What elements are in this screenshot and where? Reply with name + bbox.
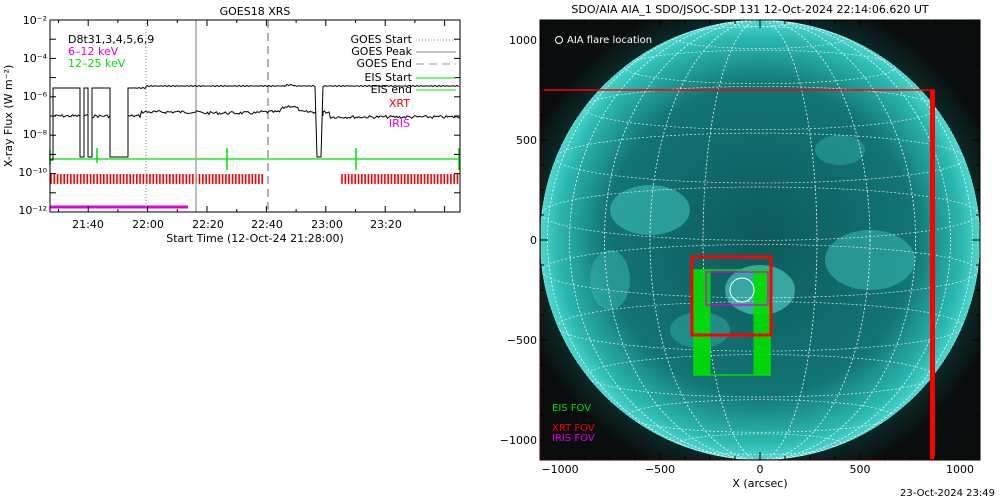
longitude-line bbox=[649, 20, 871, 460]
y-tick-label: 10⁻⁴ bbox=[23, 52, 48, 65]
y-tick-label: 10⁻⁶ bbox=[23, 90, 48, 103]
goes-axis-ticks bbox=[50, 19, 460, 213]
x-tick-label: 21:40 bbox=[72, 218, 104, 231]
active-regions bbox=[590, 135, 915, 348]
y-tick-label: 10⁻¹⁰ bbox=[18, 166, 47, 179]
y-tick-label: 10⁻⁸ bbox=[23, 128, 48, 141]
legend-iris-fov: IRIS FOV bbox=[552, 433, 595, 444]
goes-chart: GOES18 XRS 10⁻² 10⁻⁴ 10⁻⁶ 10⁻⁸ 10⁻¹⁰ bbox=[2, 5, 461, 245]
goes-x-tick-labels: 21:40 22:00 22:20 22:40 23:00 23:20 bbox=[72, 218, 402, 231]
xrt-observations bbox=[50, 174, 459, 184]
goes-y-axis-label: X-ray Flux (W m⁻²) bbox=[2, 65, 15, 167]
goes-y-tick-labels: 10⁻² 10⁻⁴ 10⁻⁶ 10⁻⁸ 10⁻¹⁰ 10⁻¹² bbox=[18, 14, 47, 217]
goes-legend: GOES Start GOES Peak GOES End EIS Start … bbox=[351, 33, 456, 130]
y-tick-label: 0 bbox=[530, 234, 537, 247]
flare-legend-label: AIA flare location bbox=[567, 35, 652, 46]
aia-axis-ticks bbox=[540, 20, 980, 460]
goes-long-flux bbox=[50, 83, 460, 161]
x-tick-label: 22:40 bbox=[251, 218, 283, 231]
longitude-line bbox=[702, 20, 818, 460]
flare-legend-icon bbox=[555, 36, 563, 44]
legend-eis-start: EIS Start bbox=[364, 71, 412, 84]
legend-eis-fov: EIS FOV bbox=[552, 403, 591, 414]
goes-short-flux bbox=[52, 104, 460, 120]
aia-image: AIA flare location EIS FOV XRT FOV IRIS … bbox=[540, 20, 980, 460]
x-tick-label: 23:20 bbox=[370, 218, 402, 231]
x-tick-label: 22:00 bbox=[132, 218, 164, 231]
x-tick-label: −500 bbox=[645, 463, 675, 476]
aia-chart-title: SDO/AIA AIA_1 SDO/JSOC-SDP 131 12-Oct-20… bbox=[571, 3, 929, 16]
legend-goes-end: GOES End bbox=[356, 57, 412, 70]
aia-x-axis-label: X (arcsec) bbox=[732, 477, 787, 490]
iris-fov bbox=[705, 271, 769, 306]
legend-xrt: XRT bbox=[389, 97, 410, 110]
band-6-12-label: 6–12 keV bbox=[68, 45, 119, 58]
x-tick-label: 22:20 bbox=[192, 218, 224, 231]
dataset-label: D8t31,3,4,5,6,9 bbox=[68, 33, 154, 46]
latitude-line bbox=[541, 186, 979, 241]
legend-goes-peak: GOES Peak bbox=[351, 45, 412, 58]
eis-fov-slit-left bbox=[693, 269, 711, 376]
x-tick-label: 23:00 bbox=[311, 218, 343, 231]
aia-y-tick-labels: 1000 500 0 −500 −1000 bbox=[500, 34, 537, 447]
legend-eis-end: EIS end bbox=[371, 83, 412, 96]
xrt-fov-edge bbox=[930, 90, 935, 460]
y-tick-label: 1000 bbox=[509, 34, 537, 47]
longitude-line bbox=[569, 20, 951, 460]
x-tick-label: 500 bbox=[850, 463, 871, 476]
x-tick-label: 0 bbox=[757, 463, 764, 476]
y-tick-label: −1000 bbox=[500, 434, 537, 447]
aia-x-tick-labels: −1000 −500 0 500 1000 bbox=[541, 463, 974, 476]
x-tick-label: −1000 bbox=[541, 463, 578, 476]
footer-timestamp: 23-Oct-2024 23:49 bbox=[900, 488, 995, 499]
flare-location-marker bbox=[729, 277, 755, 303]
band-12-25-label: 12–25 keV bbox=[68, 57, 126, 70]
longitude-line bbox=[604, 20, 916, 460]
x-tick-label: 1000 bbox=[946, 463, 974, 476]
xrt-fov-small bbox=[690, 255, 773, 337]
goes-x-axis-label: Start Time (12-Oct-24 21:28:00) bbox=[166, 232, 344, 245]
solar-disk bbox=[540, 20, 980, 460]
aia-chart: SDO/AIA AIA_1 SDO/JSOC-SDP 131 12-Oct-20… bbox=[500, 3, 981, 490]
y-tick-label: 500 bbox=[516, 134, 537, 147]
legend-xrt-fov: XRT FOV bbox=[552, 423, 595, 434]
y-tick-label: −500 bbox=[507, 334, 537, 347]
goes-chart-title: GOES18 XRS bbox=[220, 5, 291, 18]
y-tick-label: 10⁻² bbox=[23, 14, 47, 27]
legend-goes-start: GOES Start bbox=[351, 33, 413, 46]
legend-iris: IRIS bbox=[389, 117, 410, 130]
y-tick-label: 10⁻¹² bbox=[18, 204, 47, 217]
